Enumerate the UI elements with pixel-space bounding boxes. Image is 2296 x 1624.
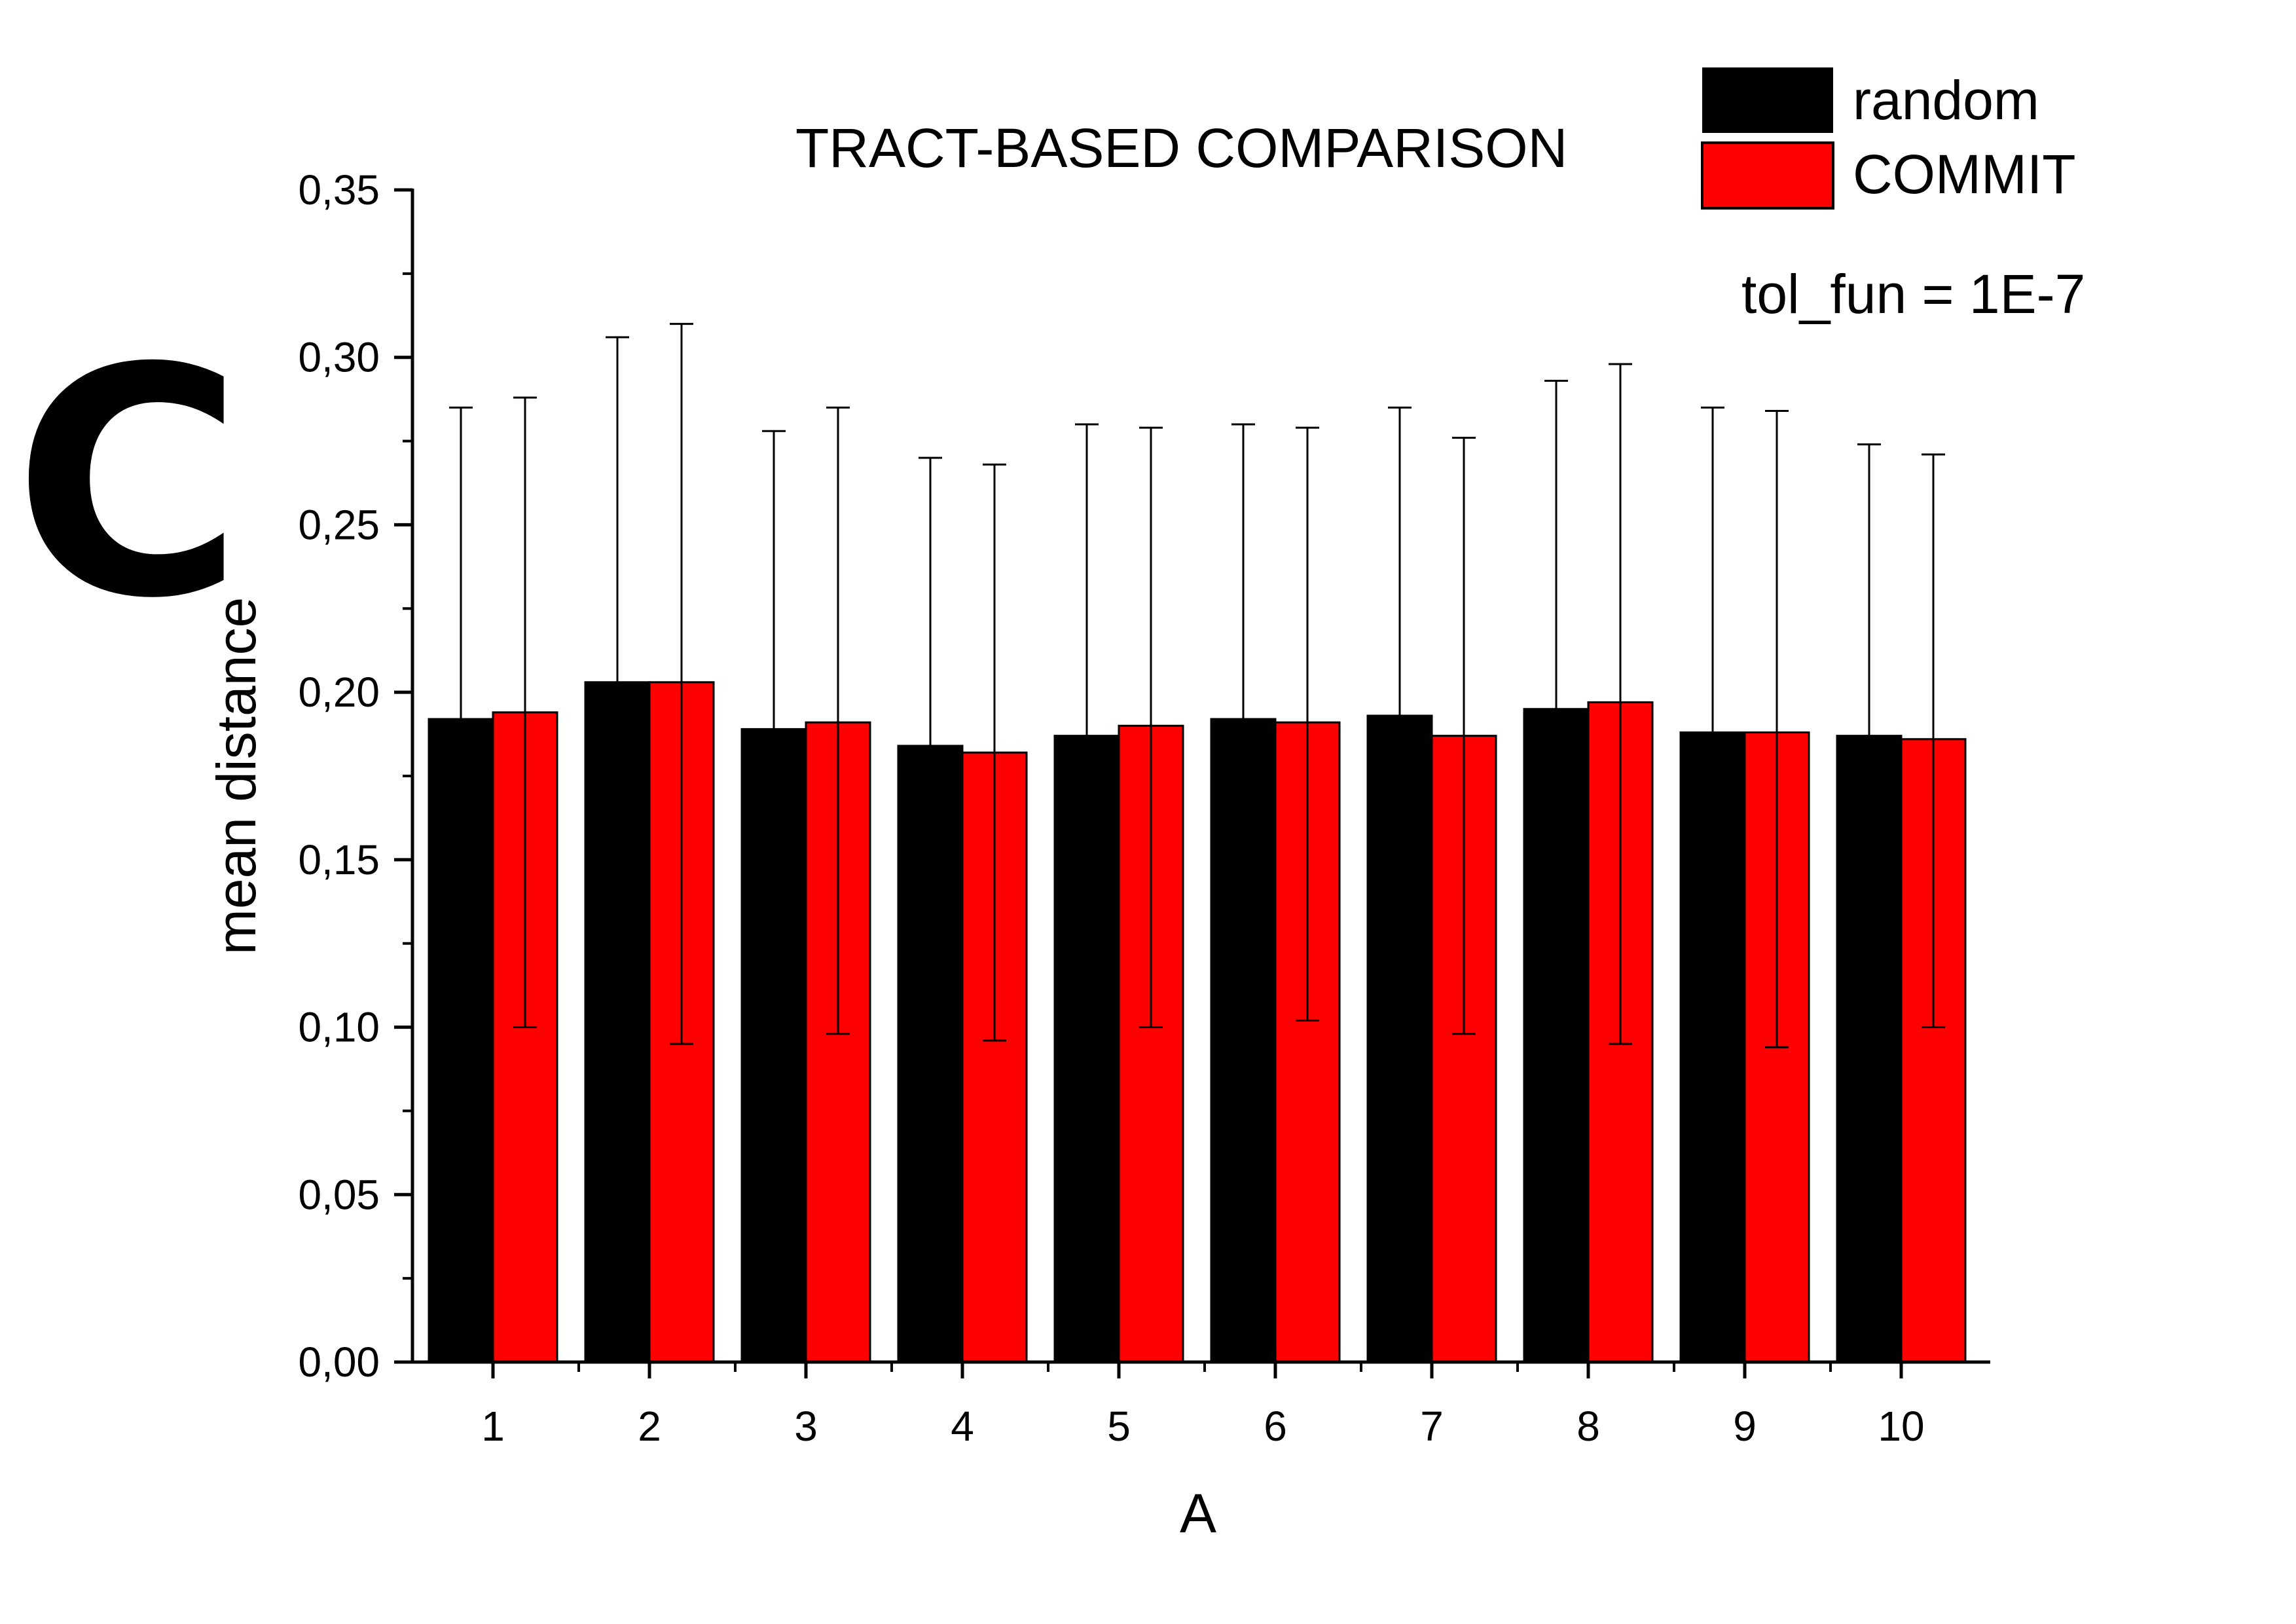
x-tick-label-10: 10 xyxy=(1878,1403,1924,1450)
legend-label-random: random xyxy=(1853,69,2039,131)
bar-random-10 xyxy=(1836,735,1903,1363)
bar-random-9 xyxy=(1679,731,1746,1363)
y-tick-label-0,00: 0,00 xyxy=(298,1338,380,1386)
legend-label-commit: COMMIT xyxy=(1853,143,2076,205)
x-tick-label-2: 2 xyxy=(638,1403,661,1450)
bar-random-1 xyxy=(428,718,494,1363)
bar-random-4 xyxy=(897,745,964,1363)
legend-swatch-commit xyxy=(1701,141,1834,210)
chart-annotation: tol_fun = 1E-7 xyxy=(1741,263,2085,325)
x-tick-label-8: 8 xyxy=(1576,1403,1600,1450)
chart-title: TRACT-BASED COMPARISON xyxy=(795,117,1567,179)
x-axis-label: A xyxy=(1180,1483,1216,1544)
y-tick-label-0,35: 0,35 xyxy=(298,166,380,213)
bar-random-6 xyxy=(1210,718,1277,1363)
x-tick-label-1: 1 xyxy=(481,1403,505,1450)
bar-random-7 xyxy=(1366,714,1433,1363)
y-tick-label-0,25: 0,25 xyxy=(298,501,380,548)
y-axis-label: mean distance xyxy=(206,597,267,955)
legend: random COMMIT xyxy=(1701,67,2076,210)
y-tick-label-0,30: 0,30 xyxy=(298,334,380,381)
y-tick-label-0,15: 0,15 xyxy=(298,836,380,883)
bar-random-2 xyxy=(584,681,651,1363)
x-tick-label-3: 3 xyxy=(794,1403,818,1450)
bar-random-8 xyxy=(1523,708,1590,1363)
y-tick-label-0,05: 0,05 xyxy=(298,1171,380,1218)
x-tick-label-6: 6 xyxy=(1264,1403,1287,1450)
y-tick-label-0,10: 0,10 xyxy=(298,1004,380,1051)
bar-random-3 xyxy=(740,728,807,1363)
legend-swatch-random xyxy=(1702,67,1833,133)
x-tick-label-9: 9 xyxy=(1733,1403,1757,1450)
y-tick-label-0,20: 0,20 xyxy=(298,669,380,716)
error-bars-layer xyxy=(449,323,1945,1048)
x-tick-label-5: 5 xyxy=(1107,1403,1131,1450)
panel-label: C xyxy=(13,301,244,667)
x-tick-label-7: 7 xyxy=(1420,1403,1444,1450)
x-tick-label-4: 4 xyxy=(951,1403,974,1450)
bars-layer xyxy=(428,681,1967,1363)
axes-layer: 1 2 3 4 5 6 7 8 9 10 0,00 0,05 0,10 0,15 0,20 0,25 0,30 0… xyxy=(298,166,1990,1450)
bar-random-5 xyxy=(1053,735,1120,1363)
